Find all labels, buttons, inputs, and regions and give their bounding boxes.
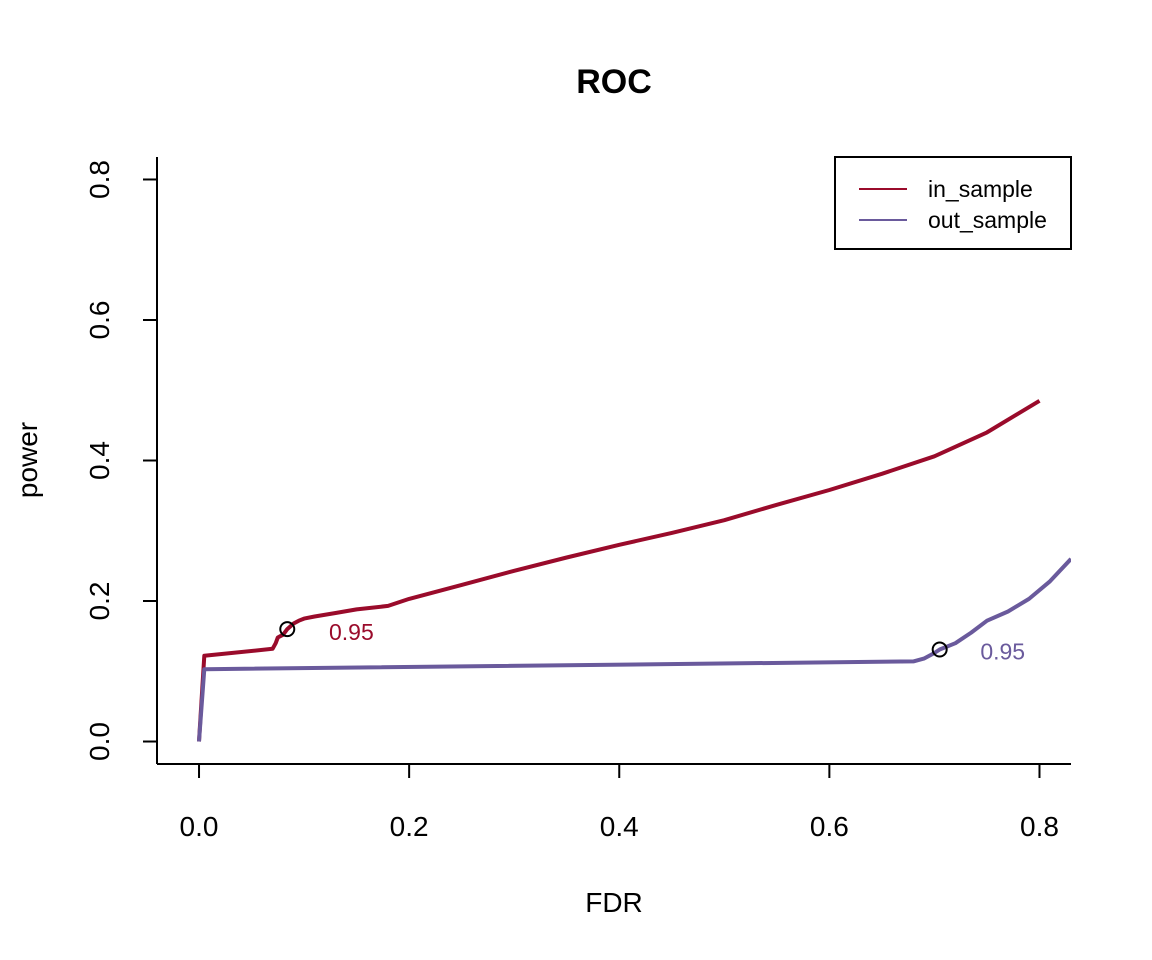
legend: in_sample out_sample — [834, 156, 1072, 250]
x-tick-label: 0.6 — [810, 811, 849, 842]
axes: 0.0 0.2 0.4 0.6 0.8 0.0 0.2 0.4 0.6 0.8 — [84, 157, 1071, 842]
y-tick-label: 0.0 — [84, 722, 115, 761]
y-tick-label: 0.4 — [84, 441, 115, 480]
x-axis-label: FDR — [585, 887, 643, 918]
y-tick-label: 0.2 — [84, 582, 115, 621]
y-axis-label: power — [12, 422, 43, 498]
x-tick-label: 0.2 — [390, 811, 429, 842]
series-layer — [197, 399, 1071, 742]
chart-title: ROC — [576, 63, 652, 101]
annotations: 0.95 0.95 — [279, 619, 1025, 665]
threshold-label-in_sample: 0.95 — [329, 619, 374, 645]
legend-label-out_sample: out_sample — [928, 207, 1047, 233]
series-line-out_sample — [197, 557, 1071, 742]
y-tick-label: 0.8 — [84, 160, 115, 199]
y-tick-label: 0.6 — [84, 301, 115, 340]
threshold-label-out_sample: 0.95 — [980, 639, 1025, 665]
x-tick-label: 0.8 — [1020, 811, 1059, 842]
x-tick-label: 0.0 — [180, 811, 219, 842]
legend-box — [834, 156, 1072, 250]
threshold-marker-out_sample — [931, 641, 948, 658]
legend-label-in_sample: in_sample — [928, 176, 1033, 202]
threshold-marker-in_sample — [279, 621, 296, 638]
x-tick-label: 0.4 — [600, 811, 639, 842]
series-line-in_sample — [197, 399, 1041, 742]
